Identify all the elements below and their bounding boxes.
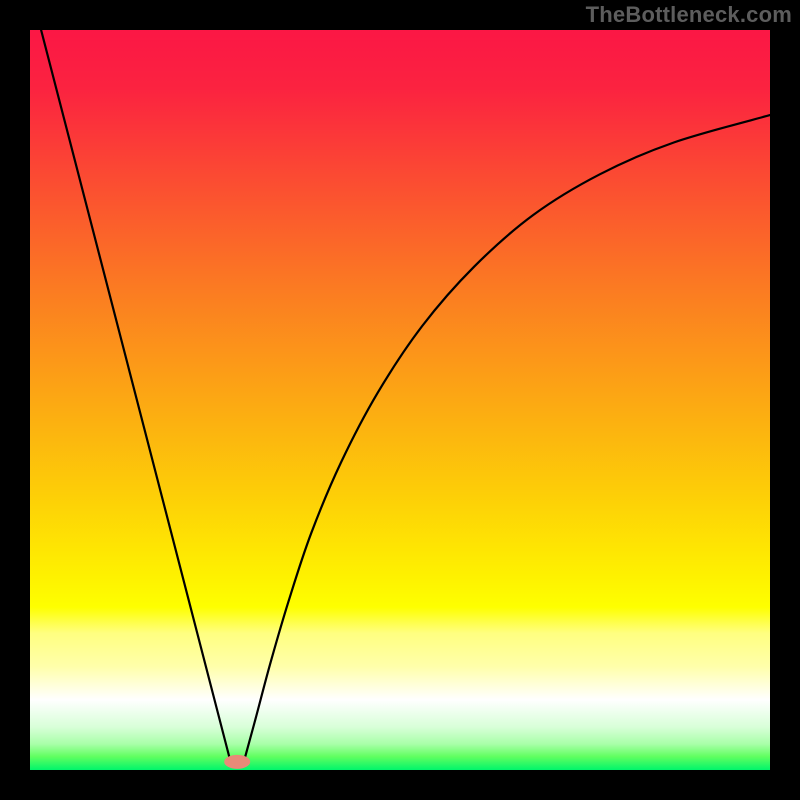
chart-container: TheBottleneck.com	[0, 0, 800, 800]
watermark-text: TheBottleneck.com	[586, 2, 792, 28]
optimal-marker	[224, 755, 250, 769]
bottleneck-chart	[0, 0, 800, 800]
plot-area	[30, 30, 770, 770]
